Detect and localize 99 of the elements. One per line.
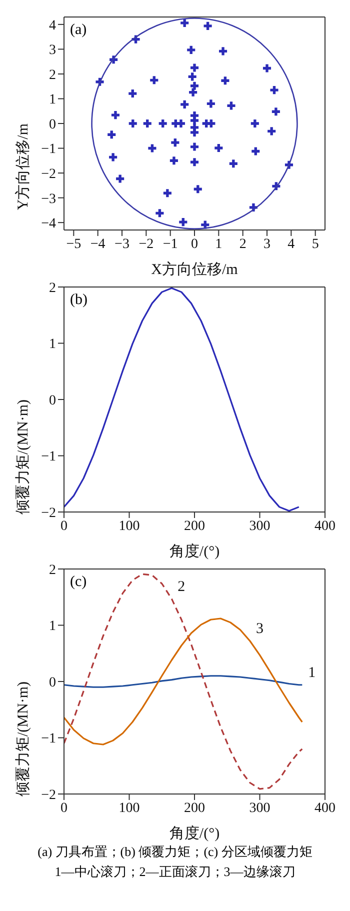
- y-tick-label: 1: [49, 92, 56, 108]
- point: [206, 100, 215, 108]
- y-tick-label: −2: [41, 506, 56, 521]
- text: (a) 刀具布置；(b) 倾覆力矩；(c) 分区域倾覆力矩: [36, 843, 314, 861]
- series-label: 2: [178, 578, 186, 595]
- y-tick-label: 3: [49, 43, 56, 58]
- x-tick-label: −5: [66, 236, 82, 252]
- y-axis-title: 倾覆力矩/(MN·m): [14, 400, 32, 514]
- point: [148, 144, 156, 152]
- point: [190, 116, 199, 125]
- y-tick-label: −1: [41, 732, 56, 747]
- point: [190, 64, 199, 72]
- x-tick-label: 400: [314, 518, 336, 534]
- point: [150, 76, 158, 84]
- point: [204, 22, 212, 30]
- point: [262, 64, 272, 72]
- point: [189, 88, 198, 96]
- y-tick-label: 2: [49, 562, 56, 578]
- point: [190, 128, 199, 136]
- point: [179, 218, 188, 226]
- chart-title: (c): [70, 574, 87, 591]
- point: [194, 185, 202, 194]
- x-tick-label: 2: [239, 236, 246, 252]
- point: [109, 153, 118, 162]
- point: [111, 111, 120, 120]
- point: [171, 138, 180, 147]
- x-tick-label: −1: [162, 236, 178, 252]
- point: [229, 160, 238, 168]
- y-tick-label: 2: [49, 68, 56, 83]
- series-label: 3: [256, 621, 264, 637]
- point: [143, 119, 152, 128]
- chart-title: (a): [70, 22, 87, 39]
- x-tick-label: 300: [249, 518, 270, 534]
- series-label: 1: [308, 664, 316, 681]
- y-tick-label: −3: [41, 192, 56, 207]
- point: [272, 108, 280, 116]
- x-tick-label: 3: [264, 236, 270, 252]
- point: [268, 127, 276, 136]
- point: [221, 76, 230, 85]
- y-tick-label: 4: [49, 18, 56, 34]
- point: [170, 156, 178, 165]
- x-tick-label: 100: [118, 800, 140, 816]
- line-series: [64, 675, 303, 688]
- y-tick-label: 0: [49, 117, 56, 132]
- point: [187, 46, 196, 54]
- point: [252, 147, 260, 156]
- point: [108, 130, 116, 139]
- point: [207, 119, 216, 128]
- x-tick-label: 400: [314, 800, 336, 816]
- x-tick-label: 100: [118, 518, 140, 534]
- line-series: [64, 573, 303, 790]
- y-tick-label: −2: [41, 788, 56, 803]
- x-tick-label: 0: [191, 236, 198, 252]
- x-tick-label: −4: [90, 236, 106, 252]
- point: [190, 82, 199, 90]
- x-tick-label: −3: [114, 236, 130, 252]
- point: [176, 119, 185, 128]
- y-tick-label: −4: [41, 216, 56, 232]
- y-tick-label: −2: [41, 167, 56, 182]
- x-tick-label: 0: [60, 518, 68, 534]
- y-tick-label: 1: [49, 337, 56, 352]
- point: [180, 18, 189, 27]
- y-tick-label: 0: [49, 675, 56, 690]
- line-series: [64, 618, 303, 746]
- point: [163, 189, 172, 198]
- point: [128, 119, 137, 128]
- point: [128, 90, 137, 98]
- x-tick-label: 200: [184, 518, 205, 534]
- point: [218, 47, 228, 56]
- chart-title: (b): [70, 292, 88, 309]
- text: 1—中心滚刀；2—正面滚刀；3—边缘滚刀: [54, 863, 296, 881]
- x-tick-label: 5: [312, 236, 319, 252]
- y-axis-title: Y方向位移/m: [14, 123, 32, 210]
- point: [188, 72, 196, 81]
- point: [156, 209, 164, 218]
- point: [190, 158, 199, 166]
- x-axis-title: 角度/(°): [169, 825, 220, 842]
- x-axis-title: 角度/(°): [169, 543, 220, 560]
- point: [190, 142, 199, 151]
- y-tick-label: 2: [49, 280, 56, 296]
- x-tick-label: 4: [288, 236, 295, 252]
- point: [116, 174, 124, 183]
- point: [180, 100, 189, 108]
- x-tick-label: 0: [60, 800, 68, 816]
- x-axis-title: X方向位移/m: [151, 261, 238, 278]
- y-axis-title: 倾覆力矩/(MN·m): [14, 682, 32, 796]
- y-tick-label: 1: [49, 619, 56, 634]
- point: [250, 119, 259, 128]
- y-tick-label: 0: [49, 393, 56, 408]
- point: [214, 144, 223, 152]
- x-tick-label: 300: [249, 800, 270, 816]
- point: [158, 119, 167, 128]
- x-tick-label: −2: [138, 236, 154, 252]
- point: [270, 86, 278, 94]
- y-tick-label: −1: [41, 142, 56, 158]
- y-tick-label: −1: [41, 450, 56, 465]
- x-tick-label: 1: [215, 236, 222, 252]
- point: [227, 102, 236, 110]
- x-tick-label: 200: [184, 800, 205, 816]
